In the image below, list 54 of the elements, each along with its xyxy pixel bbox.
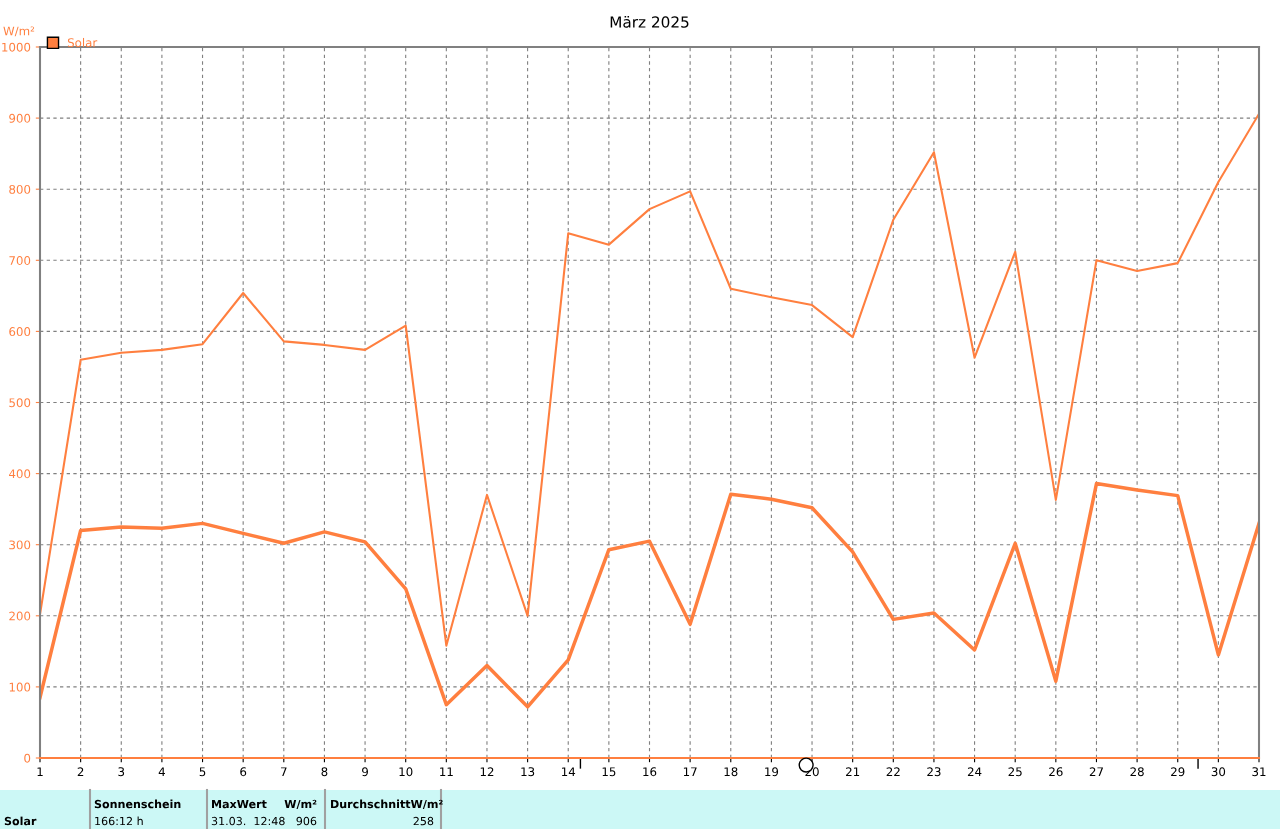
chart-title: März 2025 [610,15,689,28]
text: 906 [296,816,317,826]
y-tick-label: 600 [9,327,31,337]
x-tick-label: 9 [362,767,368,777]
y-tick-label: 1000 [2,42,31,52]
x-tick-label: 24 [967,767,982,776]
x-tick-label: 26 [1049,767,1063,777]
legend-label: Solar [67,37,98,48]
x-tick-label: 17 [683,767,697,776]
text: 166:12 h [95,816,143,826]
x-tick-label: 1 [37,767,43,776]
x-tick-label: 30 [1211,767,1226,777]
text: W/m² [284,799,317,810]
x-tick-label: 5 [199,767,206,777]
y-axis-title: W/m² [3,26,35,37]
x-tick-label: 14 [562,767,576,776]
x-tick-label: 10 [399,767,413,777]
text: 258 [413,816,434,826]
text: MaxWert [212,799,267,809]
y-tick-label: 500 [9,398,31,408]
x-tick-label: 27 [1089,767,1103,776]
x-tick-label: 3 [118,767,125,777]
y-tick-label: 900 [9,113,31,123]
x-tick-label: 19 [765,767,779,777]
x-tick-label: 18 [724,767,738,777]
x-tick-label: 11 [440,767,453,776]
x-tick-label: 8 [321,767,328,777]
x-tick-label: 6 [240,767,247,777]
y-tick-label: 200 [9,611,31,621]
y-tick-label: 400 [9,469,31,479]
x-tick-label: 16 [643,767,657,777]
y-tick-label: 100 [9,682,31,692]
y-tick-label: 300 [9,540,31,550]
y-tick-label: 800 [9,184,31,194]
y-tick-label: 700 [9,256,31,265]
text: DurchschnittW/m² [331,799,443,810]
x-tick-label: 21 [846,767,860,776]
x-tick-label: 13 [521,767,535,777]
text: Sonnenschein [94,799,181,809]
text: Solar [4,816,37,826]
x-tick-label: 22 [886,767,900,776]
x-tick-label: 29 [1171,767,1185,777]
x-tick-label: 12 [480,767,494,776]
x-tick-label: 7 [281,767,287,776]
y-tick-label: 0 [24,753,31,763]
x-tick-label: 31 [1252,767,1266,777]
text: 31.03. 12:48 [211,816,285,826]
x-tick-label: 15 [602,767,616,777]
x-tick-label: 25 [1008,767,1022,777]
x-tick-label: 23 [927,767,941,777]
x-tick-label: 28 [1130,767,1144,777]
x-tick-label: 4 [158,767,165,776]
line-series [40,481,1259,709]
x-tick-label: 2 [77,767,84,776]
